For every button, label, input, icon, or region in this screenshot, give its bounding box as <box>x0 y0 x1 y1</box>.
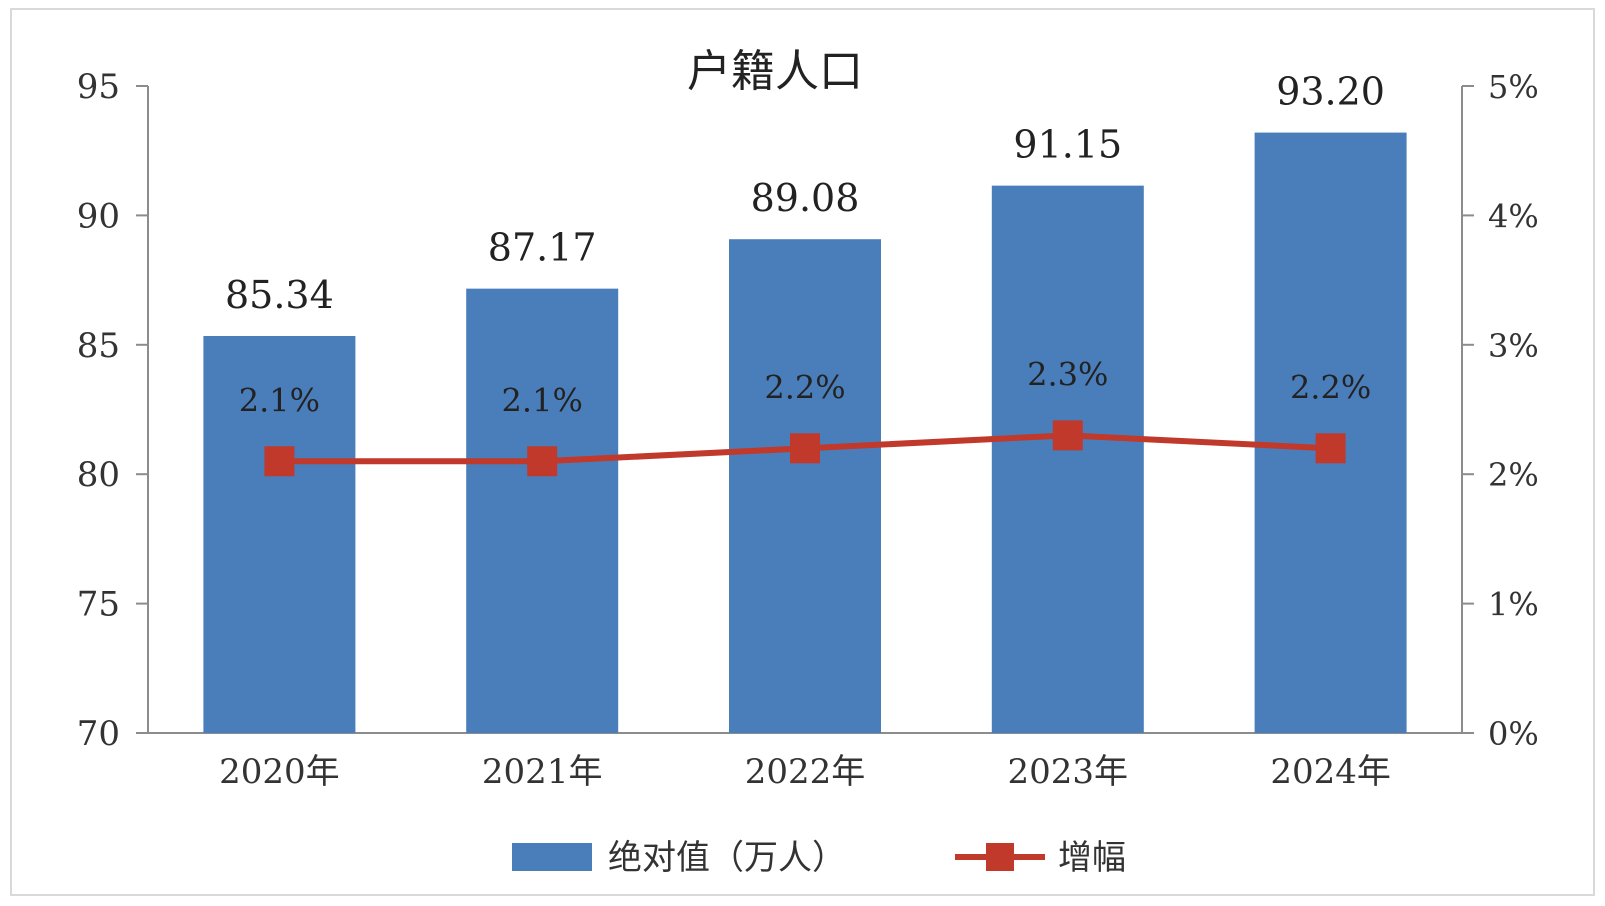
y-right-tick-label: 5% <box>1488 68 1539 106</box>
y-left-tick-label: 80 <box>77 455 120 495</box>
y-left-tick-label: 85 <box>77 326 120 366</box>
axes: 70 75 80 85 90 95 0% 1% 2% 3% 4% 5% 2020年 2021年 2022年 2… <box>77 67 1539 792</box>
y-right-tick-label: 2% <box>1488 456 1539 494</box>
growth-marker <box>264 446 295 477</box>
bar <box>1254 132 1407 734</box>
x-tick-label: 2021年 <box>482 752 603 792</box>
legend: 绝对值（万人） 增幅 <box>512 838 1126 878</box>
y-right-tick-label: 4% <box>1488 197 1539 235</box>
y-left-tick-label: 75 <box>77 585 120 625</box>
y-left-tick-label: 70 <box>77 714 120 754</box>
bar <box>729 239 881 733</box>
chart-title: 户籍人口 <box>687 46 863 97</box>
bar <box>466 288 619 733</box>
bar-value-label: 89.08 <box>751 176 860 220</box>
y-right-tick-label: 1% <box>1488 586 1539 624</box>
bar <box>203 336 356 733</box>
x-tick-label: 2023年 <box>1008 752 1129 792</box>
legend-bar-swatch <box>512 843 592 871</box>
growth-marker <box>1315 433 1346 464</box>
x-tick-label: 2024年 <box>1270 752 1391 792</box>
growth-marker <box>1052 420 1083 451</box>
bars <box>203 132 1407 734</box>
y-right-tick-label: 0% <box>1488 715 1539 753</box>
bar <box>991 185 1144 733</box>
growth-marker <box>527 446 558 477</box>
growth-value-label: 2.1% <box>502 381 583 419</box>
growth-value-label: 2.1% <box>239 381 320 419</box>
y-right-tick-label: 3% <box>1488 327 1539 365</box>
growth-value-label: 2.2% <box>1290 368 1371 406</box>
bar-value-label: 85.34 <box>225 273 334 317</box>
legend-line-label: 增幅 <box>1058 838 1126 878</box>
y-left-tick-label: 90 <box>77 196 120 236</box>
bar-value-label: 91.15 <box>1013 123 1122 167</box>
growth-value-label: 2.2% <box>764 368 845 406</box>
legend-bar-label: 绝对值（万人） <box>608 838 846 878</box>
bar-value-label: 87.17 <box>488 226 597 270</box>
x-tick-label: 2020年 <box>219 752 340 792</box>
growth-marker <box>790 433 820 464</box>
y-left-tick-label: 95 <box>77 67 120 107</box>
growth-value-label: 2.3% <box>1027 355 1108 393</box>
growth-line <box>264 420 1346 477</box>
legend-line-marker <box>986 843 1014 871</box>
data-labels: 85.34 87.17 89.08 91.15 93.20 2.1% 2.1% 2.2% 2.3… <box>225 70 1385 420</box>
bar-value-label: 93.20 <box>1276 70 1385 114</box>
x-tick-label: 2022年 <box>745 752 866 792</box>
